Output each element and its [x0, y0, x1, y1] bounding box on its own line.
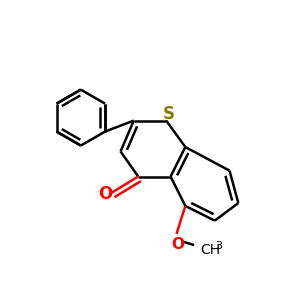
Text: O: O — [98, 185, 112, 203]
Text: S: S — [163, 105, 175, 123]
Text: O: O — [172, 237, 184, 252]
Text: CH: CH — [200, 242, 220, 256]
Text: 3: 3 — [215, 241, 222, 251]
